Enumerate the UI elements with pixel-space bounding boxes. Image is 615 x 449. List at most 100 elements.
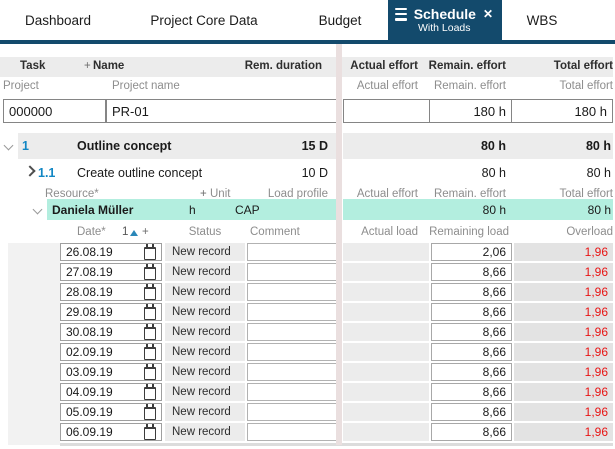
remaining-load-field[interactable]: 8,66 — [431, 363, 512, 381]
comment-field[interactable] — [247, 283, 338, 301]
status-value: New record — [172, 386, 231, 398]
project-remain-effort-field[interactable]: 180 h — [429, 99, 512, 123]
col-header-date[interactable]: Date* — [77, 226, 106, 238]
date-field[interactable]: 26.08.19 — [60, 243, 162, 261]
remaining-load-value: 8,66 — [482, 285, 506, 299]
tab-project-core-data[interactable]: Project Core Data — [116, 0, 292, 40]
tab-schedule[interactable]: Schedule ✕ With Loads — [388, 0, 502, 40]
collapse-chevron-icon[interactable] — [3, 140, 14, 151]
comment-field[interactable] — [247, 323, 338, 341]
add-column-icon[interactable]: + — [84, 60, 91, 72]
task-total-effort: 80 h — [585, 139, 611, 153]
actual-load-cell — [343, 423, 429, 441]
status-cell: New record — [165, 363, 245, 381]
col-header-rem-duration[interactable]: Rem. duration — [244, 60, 322, 72]
remaining-load-field[interactable]: 2,06 — [431, 243, 512, 261]
task-number[interactable]: 1.1 — [38, 166, 56, 180]
overload-cell: 1,96 — [514, 283, 613, 301]
add-column-icon[interactable]: + — [142, 226, 149, 238]
task-remain-effort: 80 h — [481, 166, 506, 180]
remaining-load-field[interactable]: 8,66 — [431, 283, 512, 301]
comment-field[interactable] — [247, 403, 338, 421]
col-header-remain-effort[interactable]: Remain. effort — [428, 60, 506, 72]
task-number[interactable]: 1 — [22, 139, 29, 153]
col-header-name[interactable]: Name — [93, 60, 125, 72]
date-field[interactable]: 28.08.19 — [60, 283, 162, 301]
calendar-icon[interactable] — [144, 384, 156, 400]
date-value: 28.08.19 — [66, 285, 113, 299]
date-field[interactable]: 27.08.19 — [60, 263, 162, 281]
section-divider — [336, 44, 342, 445]
date-field[interactable]: 02.09.19 — [60, 343, 162, 361]
col-header-actual-effort[interactable]: Actual effort — [350, 60, 418, 72]
project-total-effort-field[interactable]: 180 h — [511, 99, 613, 123]
date-value: 02.09.19 — [66, 345, 113, 359]
comment-field[interactable] — [247, 243, 338, 261]
tab-budget[interactable]: Budget — [292, 0, 388, 40]
comment-field[interactable] — [247, 303, 338, 321]
calendar-icon[interactable] — [144, 424, 156, 440]
comment-field[interactable] — [247, 363, 338, 381]
overload-cell: 1,96 — [514, 343, 613, 361]
date-field[interactable]: 30.08.19 — [60, 323, 162, 341]
remaining-load-field[interactable]: 8,66 — [431, 323, 512, 341]
collapse-chevron-icon[interactable] — [32, 204, 43, 215]
remaining-load-field[interactable]: 8,66 — [431, 343, 512, 361]
project-actual-effort-field[interactable] — [343, 99, 430, 123]
col-header-total-effort[interactable]: Total effort — [553, 60, 613, 72]
tab-wbs[interactable]: WBS — [502, 0, 582, 40]
comment-field[interactable] — [247, 423, 338, 441]
remaining-load-field[interactable]: 8,66 — [431, 403, 512, 421]
col-header-resource[interactable]: Resource* — [45, 188, 99, 200]
calendar-icon[interactable] — [144, 284, 156, 300]
col-header-task[interactable]: Task — [20, 60, 46, 72]
sort-ascending-icon[interactable] — [130, 230, 138, 236]
overload-value: 1,96 — [584, 345, 608, 359]
remaining-load-value: 8,66 — [482, 305, 506, 319]
date-field[interactable]: 06.09.19 — [60, 423, 162, 441]
close-icon[interactable]: ✕ — [482, 7, 493, 22]
menu-icon[interactable] — [395, 7, 407, 21]
project-number-field[interactable]: 000000 — [3, 99, 106, 123]
tab-schedule-title-row: Schedule ✕ — [388, 6, 502, 22]
calendar-icon[interactable] — [144, 244, 156, 260]
calendar-icon[interactable] — [144, 364, 156, 380]
date-field[interactable]: 04.09.19 — [60, 383, 162, 401]
project-name-field[interactable]: PR-01 — [106, 99, 337, 123]
comment-field[interactable] — [247, 343, 338, 361]
calendar-icon[interactable] — [144, 344, 156, 360]
tab-sublabel: With Loads — [418, 22, 471, 35]
comment-field[interactable] — [247, 263, 338, 281]
task-name[interactable]: Create outline concept — [77, 166, 203, 180]
date-field[interactable]: 05.09.19 — [60, 403, 162, 421]
calendar-icon[interactable] — [144, 304, 156, 320]
calendar-icon[interactable] — [144, 264, 156, 280]
remaining-load-field[interactable]: 8,66 — [431, 263, 512, 281]
status-cell: New record — [165, 343, 245, 361]
tab-dashboard[interactable]: Dashboard — [0, 0, 116, 40]
calendar-icon[interactable] — [144, 404, 156, 420]
task-rem-duration: 10 D — [301, 166, 328, 180]
date-field[interactable]: 29.08.19 — [60, 303, 162, 321]
sort-order-number[interactable]: 1 — [122, 226, 129, 238]
remaining-load-value: 8,66 — [482, 405, 506, 419]
resource-name[interactable]: Daniela Müller — [52, 203, 134, 217]
col-header-load-profile[interactable]: Load profile — [267, 188, 328, 200]
col-header-actual-load: Actual load — [361, 226, 418, 238]
resource-row-highlight[interactable] — [47, 199, 337, 220]
col-header-status[interactable]: Status — [188, 226, 222, 238]
remaining-load-field[interactable]: 8,66 — [431, 303, 512, 321]
date-value: 30.08.19 — [66, 325, 113, 339]
calendar-icon[interactable] — [144, 324, 156, 340]
col-header-unit[interactable]: Unit — [210, 188, 231, 200]
overload-value: 1,96 — [584, 425, 608, 439]
task-name[interactable]: Outline concept — [77, 139, 172, 153]
date-field[interactable]: 03.09.19 — [60, 363, 162, 381]
comment-field[interactable] — [247, 383, 338, 401]
remaining-load-field[interactable]: 8,66 — [431, 383, 512, 401]
remaining-load-field[interactable]: 8,66 — [431, 423, 512, 441]
expand-chevron-icon[interactable] — [24, 165, 36, 177]
add-column-icon[interactable]: + — [200, 188, 207, 200]
col-header-comment[interactable]: Comment — [250, 226, 300, 238]
status-cell: New record — [165, 243, 245, 261]
